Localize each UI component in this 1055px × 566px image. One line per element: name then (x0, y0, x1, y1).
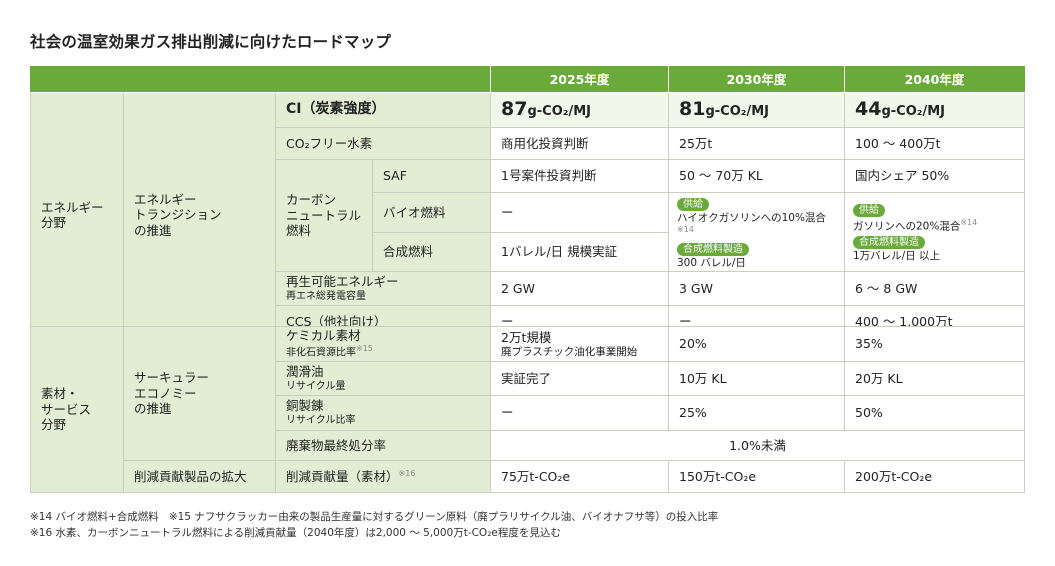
reduction-2025: 75万t-CO₂e (490, 460, 669, 493)
row-renewable: 再生可能エネルギー 再エネ総発電容量 2 GW 3 GW 6 ～ 8 GW (31, 271, 1025, 307)
synth-2025: 1バレル/日 規模実証 (490, 231, 669, 273)
roadmap-table-materials: 素材・ サービス 分野 サーキュラー エコノミー の推進 ケミカル素材 非化石資… (30, 326, 1025, 493)
page-title: 社会の温室効果ガス排出削減に向けたロードマップ (30, 33, 392, 51)
saf-2040: 国内シェア 50% (844, 159, 1025, 193)
bio-2025: ー (490, 192, 669, 233)
synthetic-fuel-badge: 合成燃料製造 (853, 236, 925, 250)
ci-2040: 44g-CO₂/MJ (844, 92, 1025, 128)
saf-2030: 50 ～ 70万 KL (668, 159, 845, 193)
co2free-2040: 100 ～ 400万t (844, 127, 1025, 160)
header-row: 2025年度 2030年度 2040年度 (30, 66, 1025, 93)
copper-2025: ー (490, 395, 669, 431)
header-year-2040: 2040年度 (844, 66, 1025, 93)
row-co2free: CO₂フリー水素 商用化投資判断 25万t 100 ～ 400万t (31, 127, 1025, 160)
chemical-2040: 35% (844, 326, 1025, 362)
waste-label: 廃棄物最終処分率 (275, 430, 491, 461)
row-saf: カーボン ニュートラル 燃料 SAF 1号案件投資判断 50 ～ 70万 KL … (31, 158, 1025, 273)
category-reduction-products: 削減貢献製品の拡大 (123, 460, 276, 493)
header-year-2025: 2025年度 (490, 66, 669, 93)
footnote-14: ※14 バイオ燃料+合成燃料 (30, 511, 159, 523)
category-circular-economy: サーキュラー エコノミー の推進 (123, 326, 276, 461)
renewable-2025: 2 GW (490, 271, 669, 307)
waste-value: 1.0%未満 (490, 430, 1025, 461)
renewable-2040: 6 ～ 8 GW (844, 271, 1025, 307)
synth-label: 合成燃料 (372, 231, 491, 273)
co2free-2030: 25万t (668, 127, 845, 160)
supply-badge: 供給 (853, 204, 885, 218)
row-reduction: 削減貢献製品の拡大 削減貢献量（素材）※16 75万t-CO₂e 150万t-C… (31, 460, 1025, 493)
reduction-2040: 200万t-CO₂e (844, 460, 1025, 493)
footnotes: ※14 バイオ燃料+合成燃料 ※15 ナフサクラッカー由来の製品生産量に対するグ… (30, 509, 718, 541)
ci-label: CI（炭素強度） (275, 92, 491, 128)
fuel-2040-merged: 供給 ガソリンへの20%混合※14 合成燃料製造 1万バレル/日 以上 (844, 191, 1025, 273)
roadmap-table: 2025年度 2030年度 2040年度 エネルギー 分野 エネルギー トランジ… (30, 66, 1025, 339)
chemical-2030: 20% (668, 326, 845, 362)
copper-2030: 25% (668, 395, 845, 431)
lubricant-2030: 10万 KL (668, 361, 845, 396)
chemical-2025: 2万t規模 廃プラスチック油化事業開始 (490, 326, 669, 362)
section-energy-label: エネルギー 分野 (30, 91, 124, 339)
header-blank (30, 66, 491, 93)
saf-2025: 1号案件投資判断 (490, 159, 669, 193)
copper-2040: 50% (844, 395, 1025, 431)
reduction-label: 削減貢献量（素材）※16 (275, 460, 491, 493)
section-material-label: 素材・ サービス 分野 (30, 326, 124, 493)
carbon-neutral-fuel-label: カーボン ニュートラル 燃料 (275, 158, 373, 273)
synthetic-fuel-badge: 合成燃料製造 (677, 242, 749, 256)
supply-badge: 供給 (677, 198, 709, 211)
row-ci: エネルギー 分野 エネルギー トランジション の推進 CI（炭素強度） 87g-… (30, 91, 1025, 339)
ci-2025: 87g-CO₂/MJ (490, 92, 669, 128)
fuel-2030-merged: 供給 ハイオクガソリンへの10%混合※14 合成燃料製造 300 バレル/日 (668, 191, 845, 273)
row-lubricant: 潤滑油 リサイクル量 実証完了 10万 KL 20万 KL (31, 361, 1025, 396)
lubricant-2040: 20万 KL (844, 361, 1025, 396)
footnote-15: ※15 ナフサクラッカー由来の製品生産量に対するグリーン原料（廃プラリサイクル油… (168, 511, 719, 523)
reduction-2030: 150万t-CO₂e (668, 460, 845, 493)
category-energy-transition: エネルギー トランジション の推進 (123, 91, 276, 339)
row-synth: 合成燃料 1バレル/日 規模実証 (31, 231, 1025, 273)
lubricant-label: 潤滑油 リサイクル量 (275, 361, 491, 396)
renewable-label: 再生可能エネルギー 再エネ総発電容量 (275, 271, 491, 307)
row-copper: 銅製錬 リサイクル比率 ー 25% 50% (31, 395, 1025, 431)
row-chemical: 素材・ サービス 分野 サーキュラー エコノミー の推進 ケミカル素材 非化石資… (30, 326, 1025, 493)
footnote-16: ※16 水素、カーボンニュートラル燃料による削減貢献量（2040年度）は2,00… (30, 527, 561, 539)
lubricant-2025: 実証完了 (490, 361, 669, 396)
row-bio: バイオ燃料 ー 供給 ハイオクガソリンへの10%混合※14 合成燃料製造 300… (31, 191, 1025, 273)
renewable-2030: 3 GW (668, 271, 845, 307)
ci-2030: 81g-CO₂/MJ (668, 92, 845, 128)
header-year-2030: 2030年度 (668, 66, 845, 93)
saf-label: SAF (372, 159, 491, 193)
chemical-label: ケミカル素材 非化石資源比率※15 (275, 326, 491, 362)
co2free-2025: 商用化投資判断 (490, 127, 669, 160)
bio-label: バイオ燃料 (372, 192, 491, 233)
copper-label: 銅製錬 リサイクル比率 (275, 395, 491, 431)
row-waste: 廃棄物最終処分率 1.0%未満 (31, 430, 1025, 461)
co2free-label: CO₂フリー水素 (275, 127, 491, 160)
